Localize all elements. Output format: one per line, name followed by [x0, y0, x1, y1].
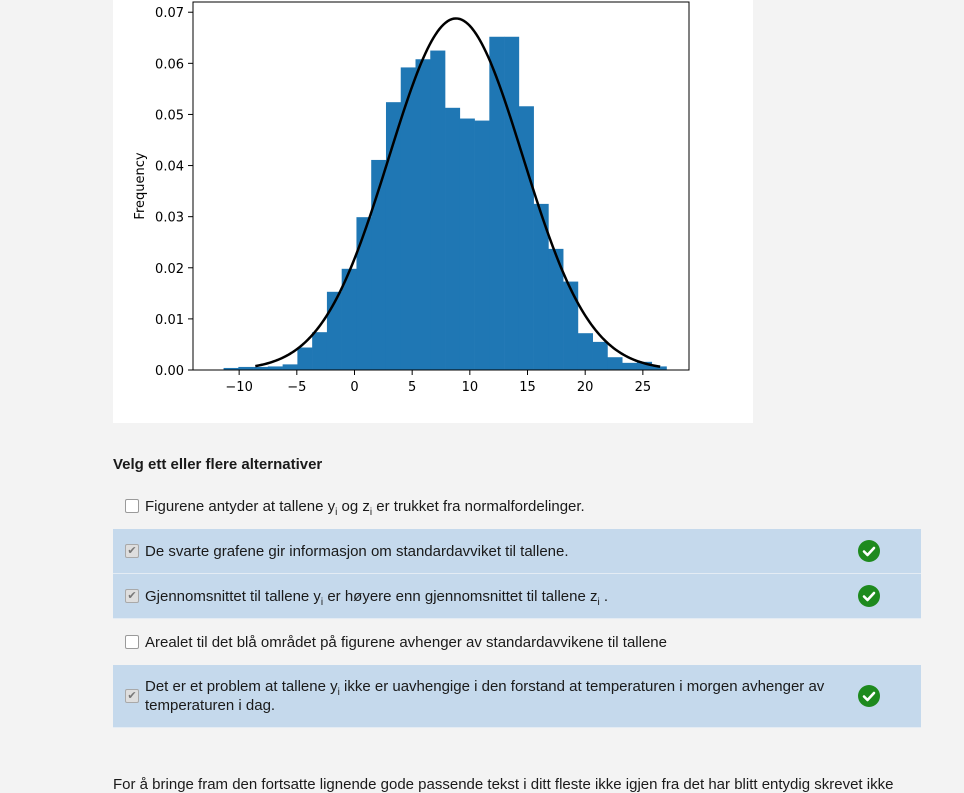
- option-2-text: De svarte grafene gir informasjon om sta…: [145, 542, 569, 560]
- footer-text: For å bringe fram den fortsatte lignende…: [113, 776, 894, 793]
- histogram-bar: [341, 268, 357, 370]
- option-5-checkbox[interactable]: ✔: [125, 689, 139, 703]
- x-tick-label: −10: [225, 380, 252, 395]
- histogram-bar: [312, 332, 328, 370]
- histogram-bar: [577, 333, 593, 370]
- option-2[interactable]: ✔ De svarte grafene gir informasjon om s…: [113, 529, 921, 574]
- option-4-checkbox[interactable]: [125, 635, 139, 649]
- correct-check-icon: [858, 585, 880, 607]
- histogram-bar: [430, 50, 446, 371]
- answer-options: Figurene antyder at tallene yi og zi er …: [113, 483, 921, 728]
- histogram-bar: [297, 347, 313, 370]
- histogram-bar: [504, 36, 520, 370]
- y-tick-label: 0.07: [155, 6, 184, 21]
- histogram-bar: [400, 67, 416, 370]
- histogram-bar: [636, 361, 653, 370]
- histogram-bar: [563, 281, 579, 370]
- histogram-bar: [385, 102, 402, 370]
- instruction-heading: Velg ett eller flere alternativer: [113, 456, 323, 473]
- histogram-bar: [533, 203, 549, 370]
- histogram-bar: [622, 362, 638, 370]
- histogram-bar: [253, 366, 269, 370]
- histogram-bar: [282, 364, 298, 370]
- normal-curve-line: [255, 17, 661, 368]
- option-1-text: Figurene antyder at tallene yi og zi er …: [145, 497, 585, 518]
- histogram-bar: [489, 36, 505, 370]
- option-4-text: Arealet til det blå området på figurene …: [145, 633, 667, 651]
- x-tick-label: 15: [519, 380, 536, 395]
- y-tick-label: 0.00: [155, 364, 184, 379]
- x-tick-label: 25: [635, 380, 652, 395]
- histogram-bar: [445, 107, 461, 371]
- histogram-bar: [548, 248, 564, 370]
- option-2-checkbox[interactable]: ✔: [125, 544, 139, 558]
- option-4[interactable]: Arealet til det blå området på figurene …: [113, 619, 921, 665]
- histogram-bar: [592, 341, 608, 370]
- option-3[interactable]: ✔ Gjennomsnittet til tallene yi er høyer…: [113, 574, 921, 619]
- y-tick-label: 0.03: [155, 211, 184, 226]
- histogram-bar: [518, 106, 534, 371]
- y-tick-label: 0.01: [155, 313, 184, 328]
- option-5[interactable]: ✔ Det er et problem at tallene yi ikke e…: [113, 665, 921, 728]
- histogram-bar: [371, 159, 387, 370]
- x-tick-label: −5: [287, 380, 306, 395]
- histogram-figure: −10 −5 0 5 10 15 20 25 0.00 0.01 0.02 0.03 0.04 0.05 0…: [113, 0, 753, 423]
- y-axis-label: Frequency: [133, 152, 148, 219]
- option-1[interactable]: Figurene antyder at tallene yi og zi er …: [113, 483, 921, 529]
- y-tick-label: 0.02: [155, 262, 184, 277]
- histogram-bar: [607, 357, 623, 370]
- option-1-checkbox[interactable]: [125, 499, 139, 513]
- histogram-bar: [267, 366, 283, 370]
- correct-check-icon: [858, 540, 880, 562]
- option-3-text: Gjennomsnittet til tallene yi er høyere …: [145, 587, 609, 608]
- x-tick-label: 10: [462, 380, 479, 395]
- x-tick-label: 0: [350, 380, 358, 395]
- histogram-bar: [223, 367, 239, 370]
- y-tick-label: 0.06: [155, 57, 184, 72]
- histogram-bar: [415, 59, 431, 370]
- x-tick-label: 20: [577, 380, 594, 395]
- option-3-checkbox[interactable]: ✔: [125, 589, 139, 603]
- plot-frame: [192, 1, 690, 371]
- histogram-bar: [651, 366, 667, 370]
- x-tick-label: 5: [408, 380, 416, 395]
- correct-check-icon: [858, 685, 880, 707]
- histogram-bar: [474, 120, 490, 370]
- histogram-bar: [459, 118, 475, 371]
- histogram-bar: [356, 217, 372, 370]
- histogram-chart: −10 −5 0 5 10 15 20 25 0.00 0.01 0.02 0.03 0.04 0.05 0…: [133, 1, 690, 395]
- y-tick-label: 0.04: [155, 160, 184, 175]
- histogram-bar: [238, 366, 254, 370]
- y-tick-label: 0.05: [155, 108, 184, 123]
- option-5-text: Det er et problem at tallene yi ikke er …: [145, 678, 825, 714]
